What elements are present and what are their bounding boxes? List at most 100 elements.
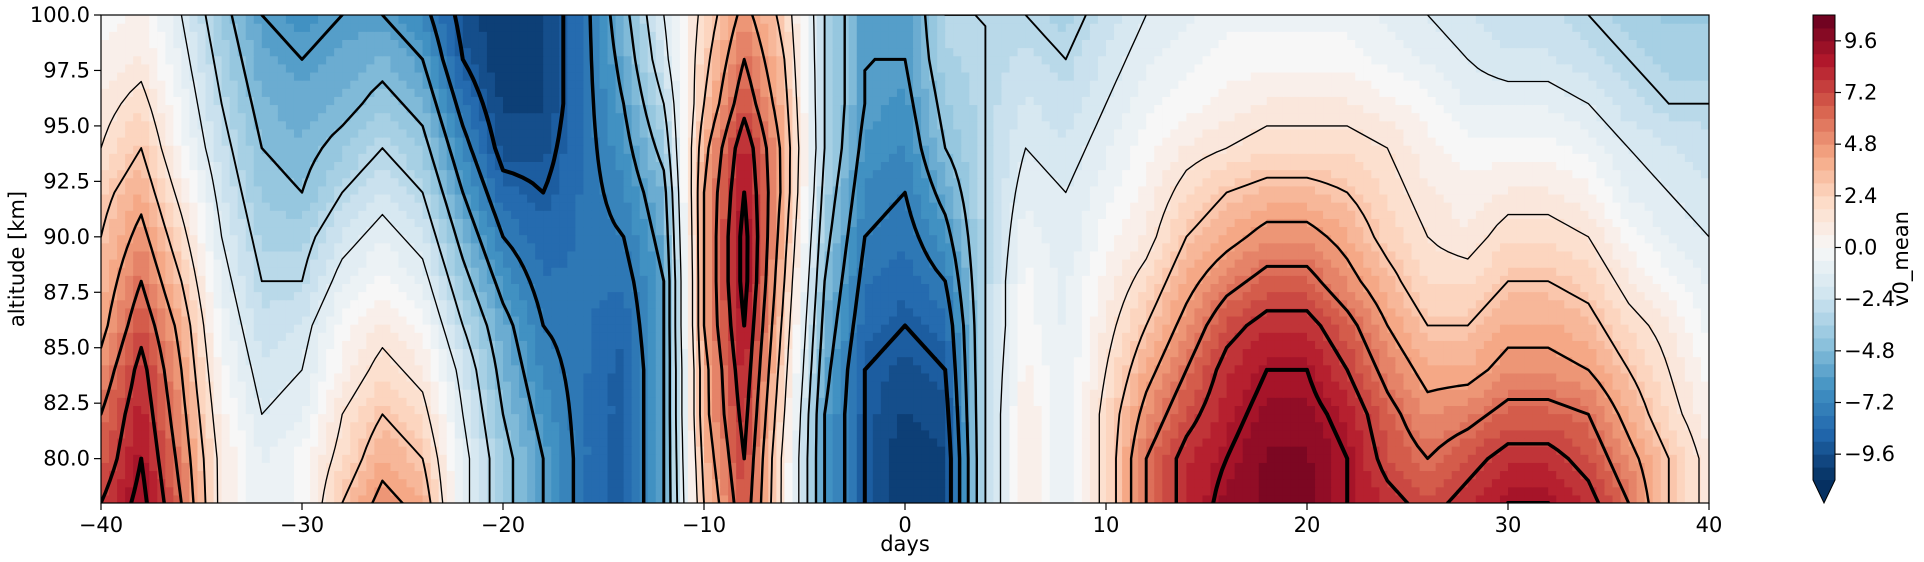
heatmap-cell	[800, 372, 810, 382]
heatmap-cell	[551, 413, 560, 423]
heatmap-cell	[776, 356, 785, 366]
heatmap-cell	[792, 340, 802, 350]
heatmap-cell	[1146, 348, 1155, 358]
heatmap-cell	[535, 324, 544, 333]
heatmap-cell	[318, 356, 327, 366]
heatmap-cell	[1588, 437, 1598, 447]
heatmap-cell	[478, 340, 488, 350]
heatmap-cell	[1499, 462, 1509, 472]
heatmap-cell	[631, 340, 641, 350]
heatmap-cell	[993, 454, 1003, 463]
heatmap-cell	[559, 486, 568, 496]
heatmap-cell	[752, 462, 761, 472]
heatmap-cell	[913, 372, 922, 382]
heatmap-cell	[896, 437, 906, 447]
heatmap-cell	[679, 299, 689, 309]
heatmap-cell	[1508, 413, 1517, 423]
heatmap-cell	[1540, 478, 1549, 488]
heatmap-cell	[1315, 454, 1324, 463]
heatmap-cell	[760, 324, 769, 333]
heatmap-cell	[599, 324, 609, 333]
heatmap-cell	[1106, 437, 1115, 447]
heatmap-cell	[1025, 486, 1035, 496]
heatmap-cell	[1443, 307, 1453, 317]
heatmap-cell	[302, 389, 311, 398]
heatmap-cell	[1282, 429, 1292, 439]
heatmap-cell	[1379, 494, 1388, 503]
heatmap-cell	[1178, 405, 1187, 415]
heatmap-cell	[1323, 421, 1332, 431]
heatmap-cell	[342, 299, 351, 309]
heatmap-cell	[543, 299, 552, 309]
heatmap-cell	[1250, 421, 1260, 431]
heatmap-cell	[1588, 478, 1598, 488]
heatmap-cell	[1411, 486, 1421, 496]
heatmap-cell	[631, 413, 641, 423]
heatmap-cell	[1154, 413, 1163, 423]
heatmap-cell	[1483, 446, 1493, 455]
heatmap-cell	[663, 494, 673, 503]
heatmap-cell	[631, 421, 641, 431]
heatmap-cell	[1508, 389, 1517, 398]
heatmap-cell	[921, 421, 930, 431]
heatmap-cell	[1097, 413, 1107, 423]
heatmap-cell	[880, 454, 890, 463]
heatmap-cell	[1636, 478, 1646, 488]
heatmap-cell	[752, 340, 761, 350]
heatmap-cell	[1202, 494, 1212, 503]
heatmap-cell	[438, 470, 448, 480]
heatmap-cell	[253, 462, 263, 472]
heatmap-cell	[398, 348, 408, 358]
heatmap-cell	[880, 470, 890, 480]
heatmap-cell	[591, 356, 601, 366]
heatmap-cell	[398, 307, 408, 317]
heatmap-cell	[1130, 446, 1139, 455]
heatmap-cell	[462, 486, 472, 496]
heatmap-cell	[1162, 332, 1171, 341]
heatmap-cell	[1122, 340, 1131, 350]
heatmap-cell	[760, 315, 769, 325]
heatmap-cell	[494, 324, 504, 333]
heatmap-cell	[374, 372, 383, 382]
heatmap-cell	[953, 324, 962, 333]
heatmap-cell	[253, 332, 263, 341]
heatmap-cell	[390, 462, 400, 472]
heatmap-cell	[1451, 486, 1461, 496]
heatmap-cell	[422, 324, 432, 333]
heatmap-cell	[261, 470, 271, 480]
heatmap-cell	[374, 364, 383, 374]
heatmap-cell	[856, 389, 866, 398]
heatmap-cell	[390, 470, 400, 480]
heatmap-cell	[189, 446, 199, 455]
heatmap-cell	[695, 470, 705, 480]
heatmap-cell	[1282, 421, 1292, 431]
heatmap-cell	[1700, 315, 1709, 325]
heatmap-cell	[1194, 429, 1204, 439]
heatmap-cell	[1516, 470, 1525, 480]
heatmap-cell	[1636, 356, 1646, 366]
heatmap-cell	[1636, 332, 1646, 341]
heatmap-cell	[1700, 348, 1709, 358]
heatmap-cell	[1427, 494, 1437, 503]
heatmap-cell	[277, 356, 287, 366]
heatmap-cell	[302, 381, 311, 390]
heatmap-cell	[430, 340, 440, 350]
heatmap-cell	[1459, 397, 1469, 406]
heatmap-cell	[1146, 299, 1155, 309]
heatmap-cell	[1700, 454, 1709, 463]
heatmap-cell	[599, 389, 609, 398]
heatmap-cell	[430, 421, 440, 431]
heatmap-cell	[1620, 364, 1630, 374]
heatmap-cell	[615, 470, 625, 480]
heatmap-cell	[197, 494, 207, 503]
heatmap-cell	[1138, 494, 1147, 503]
heatmap-cell	[125, 299, 134, 309]
heatmap-cell	[1628, 381, 1638, 390]
heatmap-cell	[462, 454, 472, 463]
heatmap-cell	[872, 356, 882, 366]
heatmap-cell	[1628, 324, 1638, 333]
heatmap-cell	[1532, 332, 1541, 341]
heatmap-cell	[1033, 299, 1043, 309]
heatmap-cell	[1258, 299, 1268, 309]
heatmap-cell	[454, 478, 464, 488]
